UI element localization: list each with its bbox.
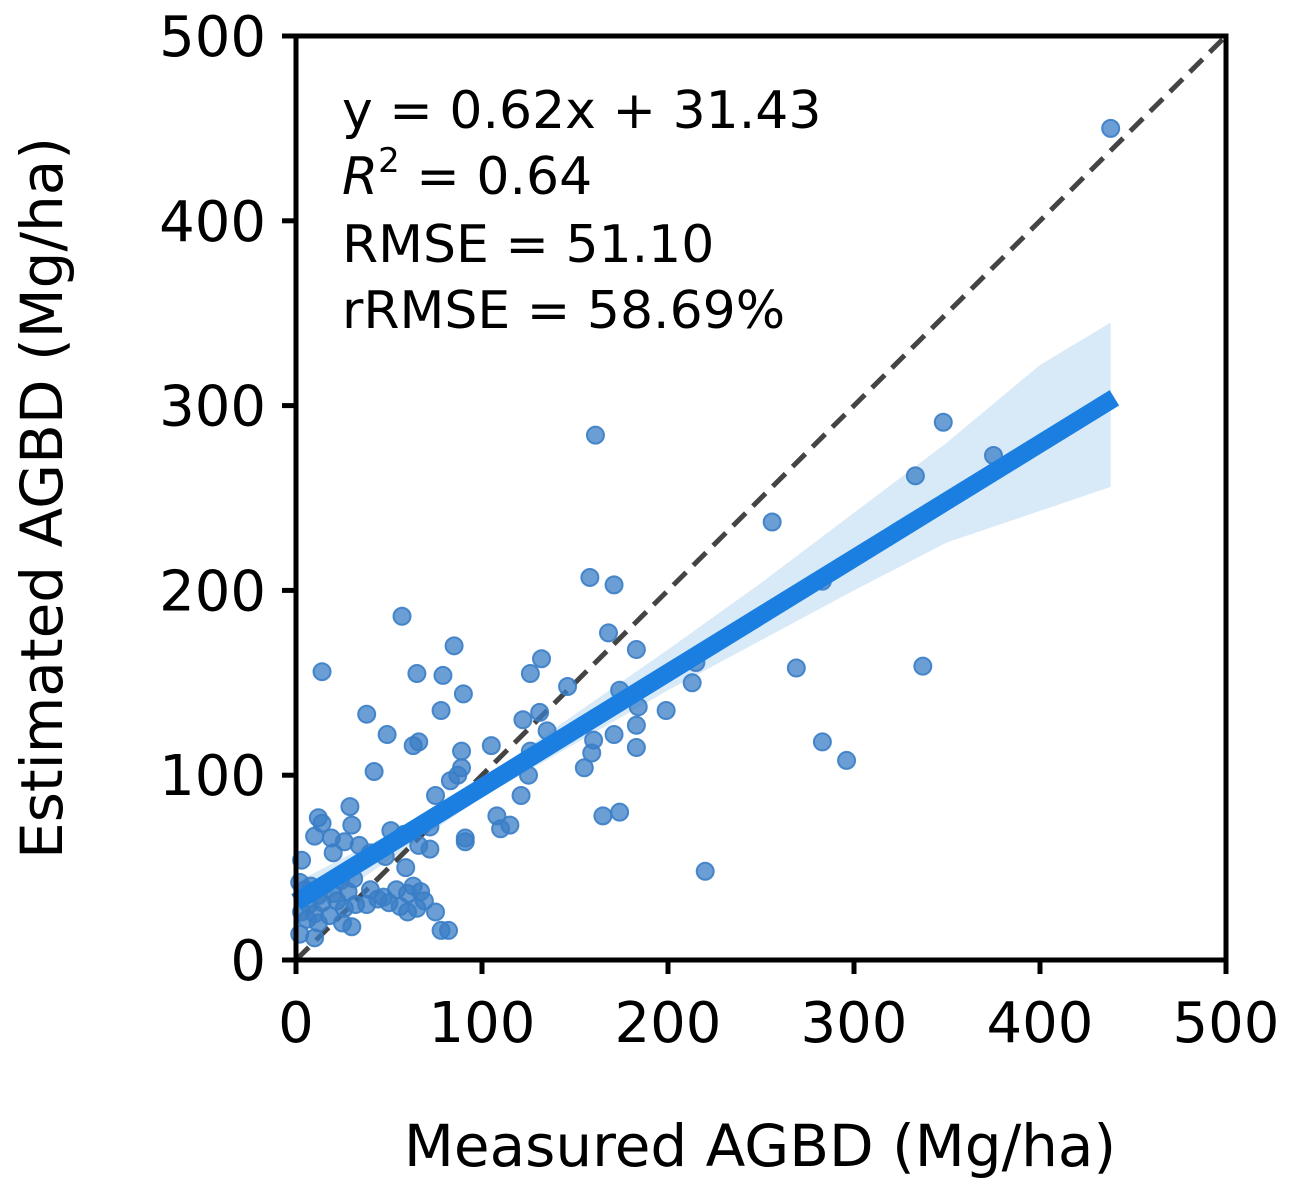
y-tick-label: 100 <box>159 744 266 809</box>
data-point <box>593 806 613 826</box>
data-point <box>312 662 332 682</box>
data-point <box>695 861 715 881</box>
y-tick-label: 400 <box>159 190 266 255</box>
data-point <box>762 512 782 532</box>
data-point <box>837 750 857 770</box>
data-point <box>407 664 427 684</box>
data-point <box>426 786 445 806</box>
data-point <box>453 684 473 704</box>
data-point <box>452 741 472 761</box>
r2-symbol: R <box>342 147 378 207</box>
x-axis-title: Measured AGBD (Mg/ha) <box>404 1112 1116 1180</box>
y-tick-label: 300 <box>159 375 266 440</box>
annotation-rrmse: rRMSE = 58.69% <box>342 281 785 341</box>
y-tick-label: 200 <box>159 559 266 624</box>
data-point <box>933 412 953 432</box>
data-point <box>440 771 460 791</box>
data-point <box>682 673 702 693</box>
data-point <box>396 858 416 878</box>
identity-line-layer <box>294 34 1228 962</box>
data-point <box>626 715 646 735</box>
data-point <box>500 815 520 835</box>
data-point <box>392 606 412 626</box>
r2-superscript: 2 <box>378 141 400 181</box>
annotation-rmse: RMSE = 51.10 <box>342 215 714 275</box>
data-point <box>786 658 806 678</box>
data-point <box>1101 118 1121 138</box>
y-axis-ticks: 0 100 200 300 400 500 <box>159 5 296 994</box>
data-point <box>364 762 384 782</box>
data-point <box>342 815 362 835</box>
data-point <box>656 701 676 721</box>
data-point <box>323 843 343 863</box>
data-point <box>409 732 429 752</box>
data-point <box>626 737 646 757</box>
regression-line <box>291 390 1120 910</box>
data-point <box>520 664 540 684</box>
data-point <box>305 826 325 846</box>
data-point <box>414 891 434 911</box>
data-point <box>426 902 445 922</box>
data-point <box>377 725 397 745</box>
x-tick-label: 100 <box>429 991 536 1056</box>
x-axis-ticks: 0 100 200 300 400 500 <box>278 960 1279 1056</box>
y-tick-label: 0 <box>230 929 266 994</box>
data-point <box>913 656 933 676</box>
annotation-r2: R2 = 0.64 <box>342 141 592 207</box>
data-point <box>582 743 602 763</box>
y-axis-title: Estimated AGBD (Mg/ha) <box>8 137 76 859</box>
data-point <box>558 676 578 696</box>
data-point <box>340 797 360 817</box>
data-point <box>431 701 451 721</box>
data-point <box>574 758 594 778</box>
data-point <box>598 623 618 643</box>
data-point <box>481 736 501 756</box>
data-point <box>455 832 475 852</box>
x-tick-label: 400 <box>987 991 1094 1056</box>
data-point <box>530 702 550 722</box>
x-tick-label: 200 <box>615 991 722 1056</box>
data-point <box>532 649 552 669</box>
data-point <box>439 920 459 940</box>
y-tick-label: 500 <box>159 5 266 70</box>
data-point <box>357 704 377 724</box>
data-point <box>513 710 533 730</box>
data-point <box>585 425 605 445</box>
regression-line-layer <box>291 390 1120 910</box>
x-tick-label: 500 <box>1173 991 1280 1056</box>
data-point <box>433 665 453 685</box>
data-point <box>812 732 832 752</box>
data-point <box>905 466 925 486</box>
data-point <box>305 928 325 948</box>
r2-value: = 0.64 <box>400 147 592 207</box>
data-point <box>604 575 624 595</box>
data-point <box>604 725 624 745</box>
identity-line <box>294 34 1228 962</box>
data-point <box>444 636 464 656</box>
annotation-equation: y = 0.62x + 31.43 <box>342 81 821 141</box>
plot-frame <box>293 33 1229 963</box>
data-point <box>342 917 362 937</box>
data-point <box>610 802 630 822</box>
x-tick-label: 300 <box>801 991 908 1056</box>
x-tick-label: 0 <box>278 991 314 1056</box>
data-point <box>580 567 600 587</box>
data-point <box>420 839 440 859</box>
data-point <box>511 786 531 806</box>
data-point <box>626 640 646 660</box>
